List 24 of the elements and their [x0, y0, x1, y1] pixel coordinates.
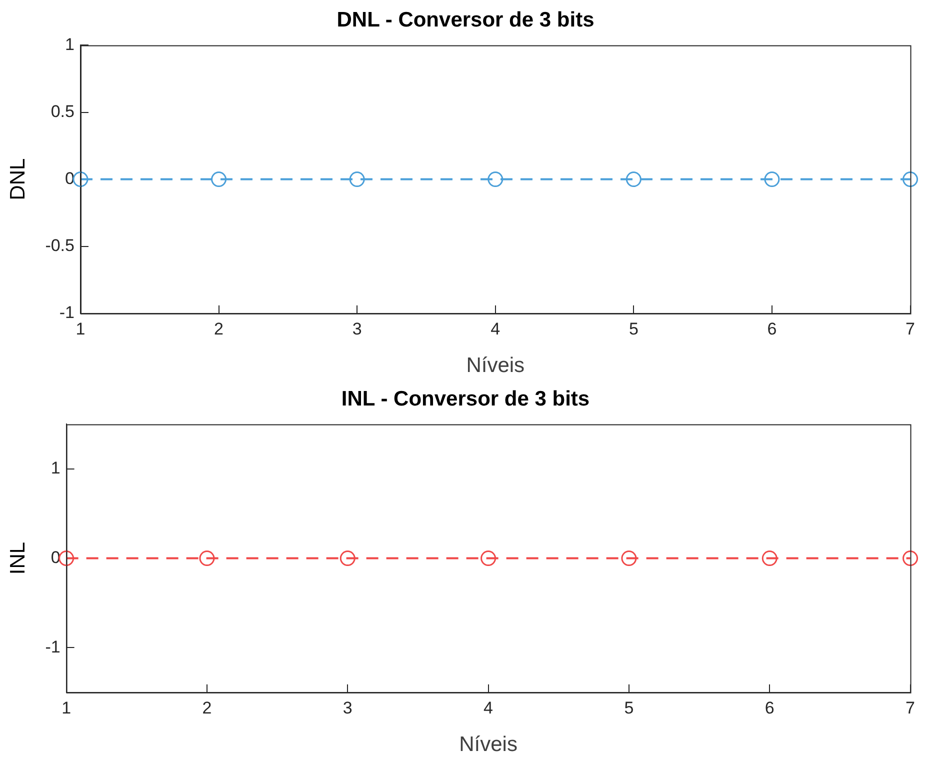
y-axis-title: INL — [6, 542, 30, 575]
x-tick-label: 7 — [906, 319, 916, 338]
x-tick-label: 5 — [628, 319, 638, 338]
x-tick-label: 5 — [624, 698, 634, 718]
x-tick-label: 3 — [342, 698, 352, 718]
y-tick-label: 1 — [65, 34, 74, 54]
x-tick-label: 6 — [767, 319, 777, 338]
y-axis-title: DNL — [6, 158, 30, 200]
y-tick-label: -0.5 — [45, 236, 74, 256]
x-axis-title: Níveis — [466, 354, 525, 378]
x-tick-label: 6 — [764, 698, 774, 718]
chart-title: INL - Conversor de 3 bits — [341, 387, 590, 410]
x-tick-label: 2 — [202, 698, 212, 718]
y-tick-label: 0.5 — [50, 102, 74, 121]
y-tick-label: 1 — [50, 458, 60, 478]
x-tick-label: 4 — [484, 698, 494, 718]
x-tick-label: 7 — [906, 698, 916, 718]
chart-title: DNL - Conversor de 3 bits — [336, 8, 594, 32]
x-tick-label: 3 — [352, 319, 362, 338]
y-tick-label: -1 — [59, 303, 74, 322]
x-tick-label: 2 — [214, 319, 224, 338]
x-tick-label: 4 — [490, 319, 500, 338]
x-axis-title: Níveis — [459, 733, 518, 756]
y-tick-label: -1 — [45, 637, 60, 656]
